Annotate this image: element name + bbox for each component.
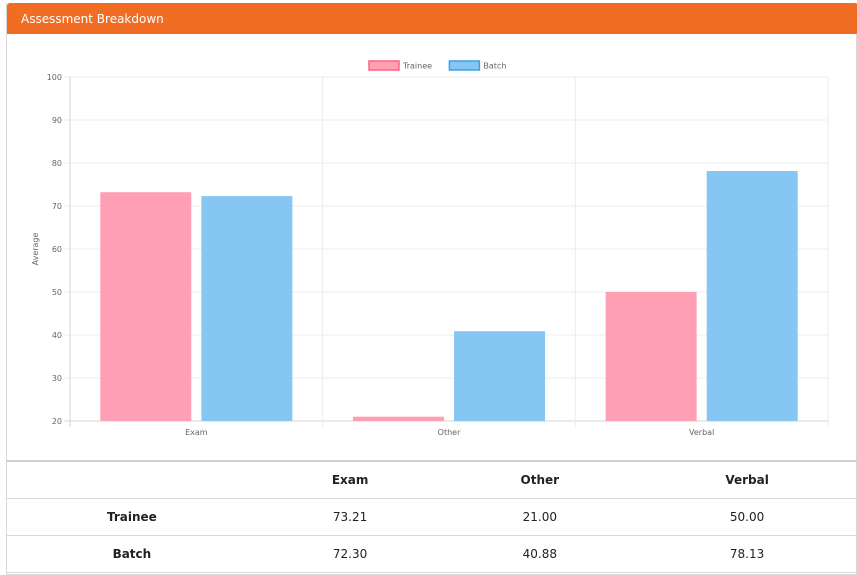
- x-tick-label-other: Other: [438, 428, 461, 437]
- row-label-trainee: Trainee: [6, 498, 258, 536]
- bar-batch-other: [454, 331, 546, 421]
- x-tick-label-exam: Exam: [185, 428, 208, 437]
- y-tick-label-70: 70: [52, 202, 62, 211]
- assessment-bar-chart: 20 30 40 50 60 70 80 90 100 Exam Other Verbal Averag…: [31, 60, 829, 437]
- y-tick-label-50: 50: [52, 288, 62, 297]
- y-tick-label-90: 90: [52, 116, 62, 125]
- cell-trainee-other: 21.00: [442, 498, 638, 536]
- card-header: Assessment Breakdown: [7, 3, 857, 34]
- cell-batch-other: 40.88: [442, 535, 638, 573]
- table-header-verbal: Verbal: [637, 460, 857, 499]
- bar-batch-exam: [201, 196, 293, 421]
- legend-swatch-batch: [448, 60, 481, 71]
- table-row-trainee: Trainee 73.21 21.00 50.00: [6, 498, 857, 536]
- x-tick-label-verbal: Verbal: [689, 428, 714, 437]
- cell-batch-verbal: 78.13: [637, 535, 857, 573]
- y-tick-label-60: 60: [52, 245, 62, 254]
- cell-trainee-verbal: 50.00: [637, 498, 857, 536]
- legend-label-batch: Batch: [483, 62, 506, 71]
- table-header-other: Other: [442, 460, 638, 499]
- table-header-exam: Exam: [257, 460, 443, 499]
- table-row-batch: Batch 72.30 40.88 78.13: [6, 535, 857, 573]
- y-tick-label-100: 100: [47, 73, 62, 82]
- cell-batch-exam: 72.30: [257, 535, 443, 573]
- legend-label-trainee: Trainee: [402, 62, 432, 71]
- bar-trainee-other: [352, 416, 444, 421]
- y-tick-label-80: 80: [52, 159, 62, 168]
- table-header-blank: [6, 460, 258, 499]
- cell-trainee-exam: 73.21: [257, 498, 443, 536]
- y-tick-label-20: 20: [52, 417, 62, 426]
- y-tick-label-30: 30: [52, 374, 62, 383]
- legend-swatch-trainee: [368, 60, 400, 71]
- y-axis-title: Average: [31, 233, 40, 266]
- y-tick-label-40: 40: [52, 331, 62, 340]
- row-label-batch: Batch: [6, 535, 258, 573]
- assessment-table: Exam Other Verbal Trainee 73.21 21.00 50…: [6, 460, 857, 573]
- bar-trainee-exam: [100, 192, 192, 421]
- bar-batch-verbal: [706, 171, 798, 421]
- table-header-row: Exam Other Verbal: [6, 460, 857, 499]
- bar-trainee-verbal: [605, 292, 697, 421]
- card-title: Assessment Breakdown: [21, 12, 164, 26]
